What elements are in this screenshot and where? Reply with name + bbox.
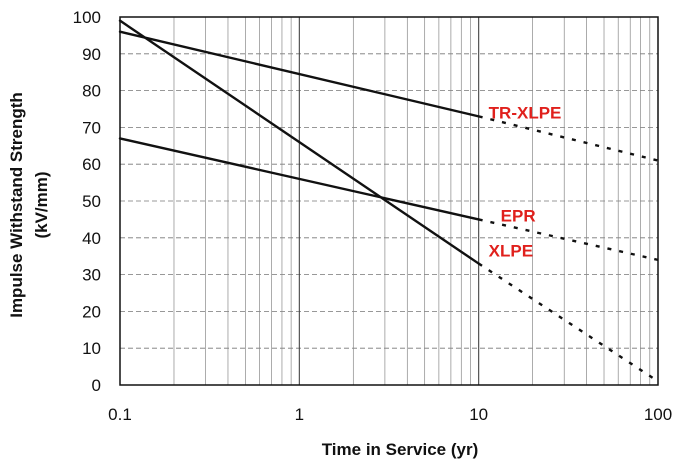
series-lines — [118, 19, 659, 383]
y-tick-label: 60 — [82, 155, 101, 174]
y-tick-label: 100 — [73, 8, 101, 27]
x-tick-label: 0.1 — [108, 405, 132, 424]
plot-frame — [119, 16, 659, 386]
y-tick-label: 30 — [82, 266, 101, 285]
x-tick-label: 1 — [295, 405, 304, 424]
y-tick-label: 20 — [82, 302, 101, 321]
series-label-tr-xlpe: TR-XLPE — [489, 103, 562, 122]
series-line-tr-xlpe-measured — [118, 30, 480, 118]
series-label-xlpe: XLPE — [489, 242, 533, 261]
x-tick-label: 10 — [469, 405, 488, 424]
y-tick-label: 50 — [82, 192, 101, 211]
y-tick-label: 10 — [82, 339, 101, 358]
y-axis-tick-labels: 0 10 20 30 40 50 60 70 80 90 100 — [73, 8, 101, 395]
x-axis-title: Time in Service (yr) — [322, 440, 479, 459]
y-tick-label: 40 — [82, 229, 101, 248]
y-tick-label: 80 — [82, 82, 101, 101]
y-axis-title-line-2: (kV/mm) — [32, 171, 51, 238]
y-axis-title-line-1: Impulse Withstand Strength — [7, 92, 26, 318]
y-tick-label: 0 — [92, 376, 101, 395]
y-tick-label: 90 — [82, 45, 101, 64]
series-labels: TR-XLPE EPR XLPE — [489, 103, 562, 260]
series-line-xlpe-measured — [118, 19, 480, 265]
series-label-epr: EPR — [501, 206, 536, 225]
y-tick-label: 70 — [82, 118, 101, 137]
x-tick-label: 100 — [644, 405, 672, 424]
series-line-epr-measured — [118, 137, 480, 221]
x-axis-tick-labels: 0.1 1 10 100 — [108, 405, 672, 424]
